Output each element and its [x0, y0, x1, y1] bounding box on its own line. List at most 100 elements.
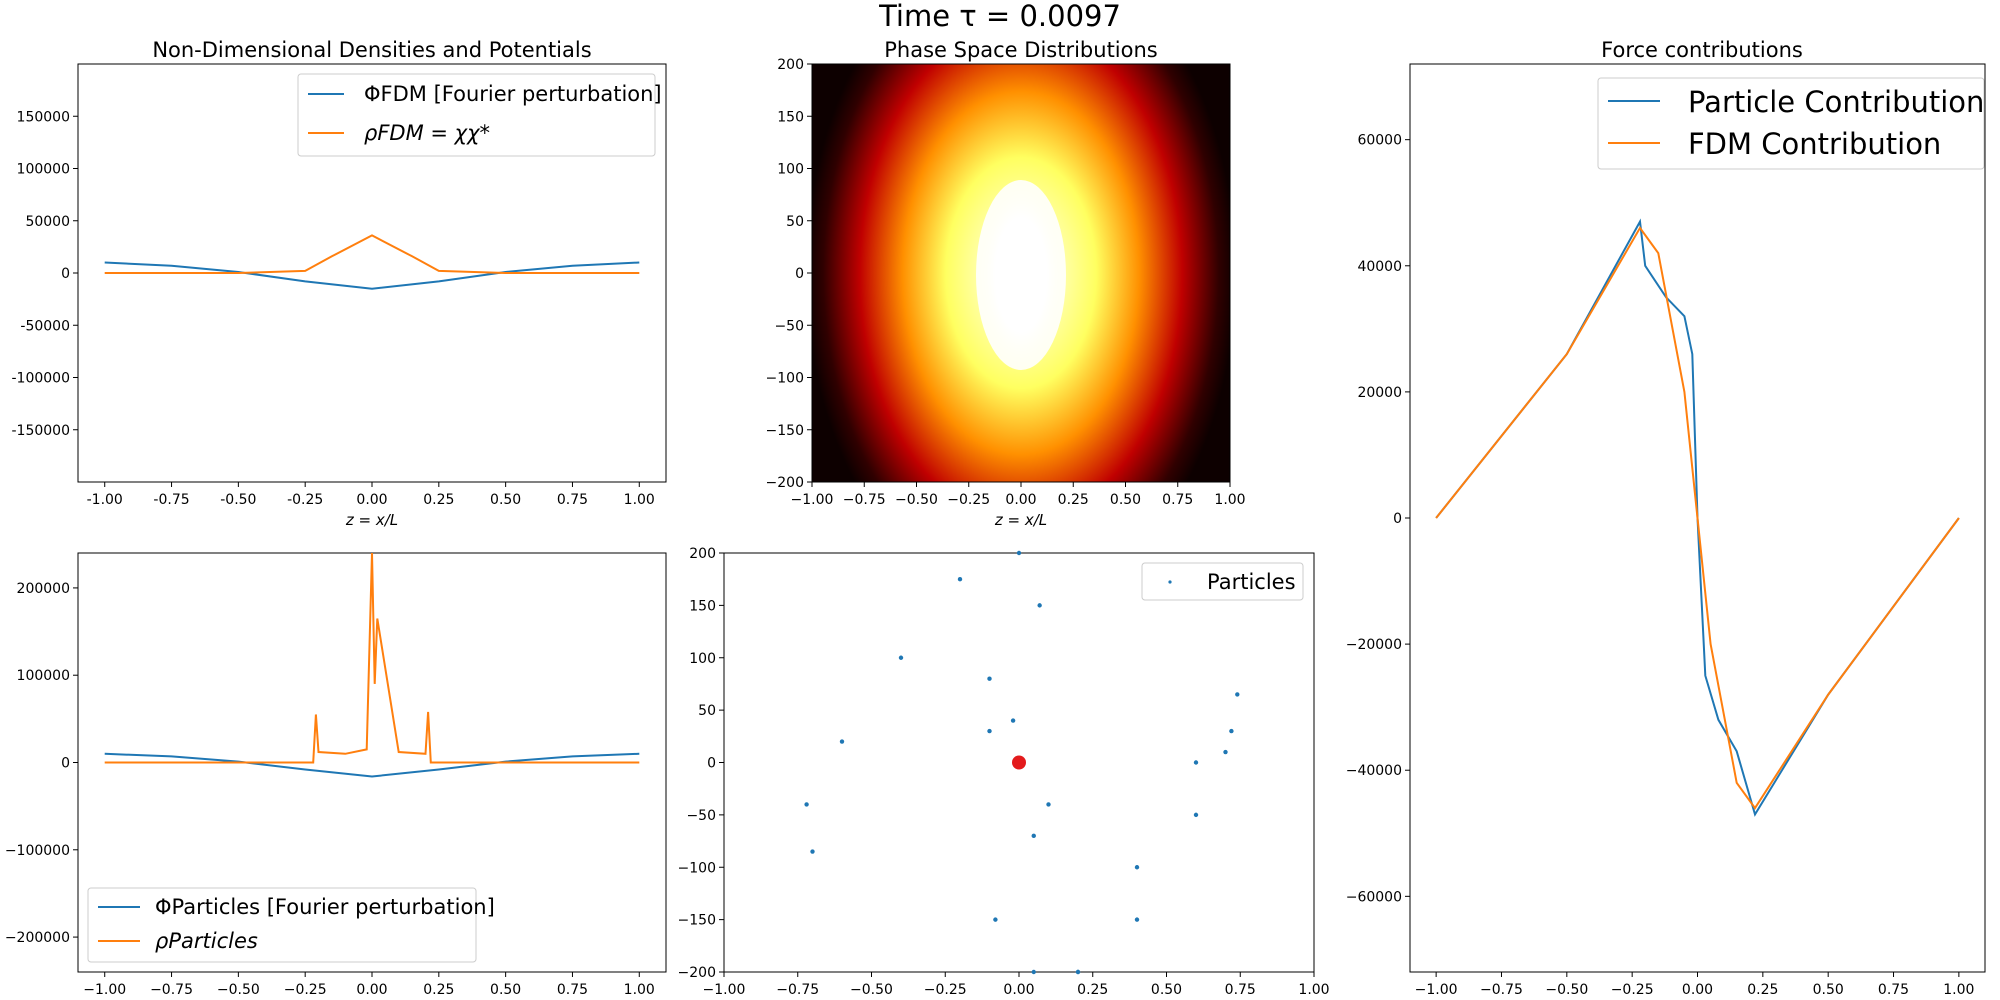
densities-xtick-label: -0.25 — [287, 492, 323, 508]
particle-point — [1235, 692, 1240, 697]
densities-ytick-label: 50000 — [25, 214, 70, 230]
phase-space-title: Phase Space Distributions — [884, 38, 1158, 62]
particle-density-xtick-label: 1.00 — [624, 982, 655, 998]
densities-xtick-label: 0.25 — [423, 492, 454, 508]
forces-ytick-label: 0 — [1393, 511, 1402, 527]
particle-point — [987, 728, 992, 734]
densities-ytick-label: 150000 — [17, 109, 70, 125]
particle-point — [957, 576, 963, 582]
forces-legend: Particle Contribution FDM Contribution — [1597, 77, 1985, 170]
phase-space-xtick-label: 0.75 — [1162, 492, 1193, 508]
densities-ytick-label: -50000 — [20, 318, 70, 334]
particle-point — [1134, 865, 1140, 870]
densities-xtick-label: -1.00 — [87, 492, 123, 508]
forces-xtick-label: −0.25 — [1611, 982, 1654, 998]
forces-xtick-label: −0.50 — [1545, 982, 1588, 998]
densities-xlabel: z = x/L — [345, 511, 398, 529]
particle-point — [1031, 833, 1036, 839]
particle-point — [1075, 969, 1081, 975]
particles-xtick-label: −1.00 — [703, 982, 746, 998]
particle-density-xtick-label: 0.25 — [423, 982, 454, 998]
particle-point — [1046, 802, 1051, 807]
particle-density-xtick-label: −0.25 — [284, 982, 327, 998]
phase-space-xtick-label: 0.00 — [1005, 492, 1036, 508]
forces-xtick-label: 0.50 — [1813, 982, 1844, 998]
rho-fdm-line — [104, 234, 640, 274]
forces-xtick-label: −1.00 — [1415, 982, 1458, 998]
forces-xtick-label: 0.25 — [1747, 982, 1778, 998]
phase-space-xlabel: z = x/L — [994, 511, 1047, 529]
particles-xtick-label: −0.75 — [776, 982, 819, 998]
forces-xtick-label: 1.00 — [1943, 982, 1974, 998]
forces-ytick-label: 20000 — [1357, 385, 1402, 401]
densities-xtick-label: 0.00 — [356, 492, 387, 508]
forces-title: Force contributions — [1601, 38, 1803, 62]
rho-particles-line — [104, 552, 640, 764]
densities-ytick-label: -150000 — [12, 423, 71, 439]
phase-space-xtick-label: 0.50 — [1110, 492, 1141, 508]
densities-xtick-label: 0.75 — [557, 492, 588, 508]
particles-xtick-label: 0.50 — [1151, 982, 1182, 998]
particles-ytick-label: 100 — [689, 651, 716, 667]
particle-marker — [1012, 755, 1026, 770]
phase-space-ytick-label: −100 — [766, 371, 804, 387]
densities-ytick-label: -100000 — [12, 371, 71, 387]
particles-xtick-label: 0.75 — [1225, 982, 1256, 998]
particle-point — [1229, 728, 1234, 734]
particle-density-xtick-label: −0.50 — [217, 982, 260, 998]
particles-xtick-label: −0.25 — [924, 982, 967, 998]
phase-space-ytick-label: 100 — [777, 162, 804, 178]
phase-space-xtick-label: 1.00 — [1214, 492, 1245, 508]
particles-axes: −1.00 −0.75 −0.50 −0.25 0.00 0.25 0.50 0.75 1.00… — [678, 546, 1330, 998]
particles-ytick-label: −100 — [678, 860, 716, 876]
particle-density-ytick-label: 0 — [61, 756, 70, 772]
particle-density-ytick-label: 200000 — [17, 581, 70, 597]
particle-density-xtick-label: 0.00 — [356, 982, 387, 998]
phase-space-ytick-label: −50 — [774, 318, 804, 334]
forces-ytick-label: 60000 — [1357, 133, 1402, 149]
particle-point — [993, 917, 998, 922]
legend-particle-contribution: Particle Contribution — [1688, 85, 1984, 119]
particles-xtick-label: 0.00 — [1003, 982, 1034, 998]
fdm-contribution-line — [1435, 226, 1960, 810]
particle-point — [804, 802, 809, 807]
particles-ytick-label: −50 — [686, 808, 716, 824]
particle-point — [1037, 603, 1042, 608]
phase-space-ytick-label: 0 — [795, 266, 804, 282]
particle-density-legend: ΦParticles [Fourier perturbation] ρParti… — [87, 887, 495, 963]
particle-density-xtick-label: 0.75 — [557, 982, 588, 998]
phase-space-xtick-label: −0.25 — [947, 492, 990, 508]
legend-rho-fdm: ρFDM = χχ* — [364, 121, 490, 145]
particle-point — [810, 849, 815, 854]
particles-ytick-label: −200 — [678, 965, 716, 981]
densities-title: Non-Dimensional Densities and Potentials — [152, 38, 591, 62]
densities-xtick-label: -0.50 — [220, 492, 256, 508]
legend-particles: Particles — [1207, 570, 1296, 594]
densities-ytick-label: 0 — [61, 266, 70, 282]
phase-space-xtick-label: −0.50 — [895, 492, 938, 508]
legend-rho-particles: ρParticles — [155, 929, 258, 953]
forces-xtick-label: −0.75 — [1480, 982, 1523, 998]
phase-space-heatmap — [812, 64, 1230, 482]
particles-xtick-label: 1.00 — [1298, 982, 1329, 998]
particles-ytick-label: −150 — [678, 913, 716, 929]
forces-xtick-label: 0.75 — [1878, 982, 1909, 998]
phase-space-axes: −1.00 −0.75 −0.50 −0.25 0.00 0.25 0.50 0.75 1.00… — [766, 57, 1246, 508]
forces-ytick-label: −60000 — [1346, 889, 1402, 905]
particles-ytick-label: 50 — [698, 703, 716, 719]
particle-point — [1134, 917, 1140, 922]
particles-legend: Particles — [1141, 562, 1304, 601]
phase-space-ytick-label: 150 — [777, 109, 804, 125]
phase-space-xtick-label: 0.25 — [1058, 492, 1089, 508]
particle-point — [1223, 749, 1228, 755]
phase-space-ytick-label: 50 — [786, 214, 804, 230]
phase-space-xtick-label: −1.00 — [791, 492, 834, 508]
particle-point — [1193, 812, 1199, 818]
particle-density-xtick-label: −0.75 — [150, 982, 193, 998]
legend-phi-fdm: ΦFDM [Fourier perturbation] — [364, 82, 662, 106]
particle-point — [1016, 550, 1022, 556]
particles-ytick-label: 150 — [689, 598, 716, 614]
particle-density-xtick-label: 0.50 — [490, 982, 521, 998]
phase-space-ytick-label: 200 — [777, 57, 804, 73]
